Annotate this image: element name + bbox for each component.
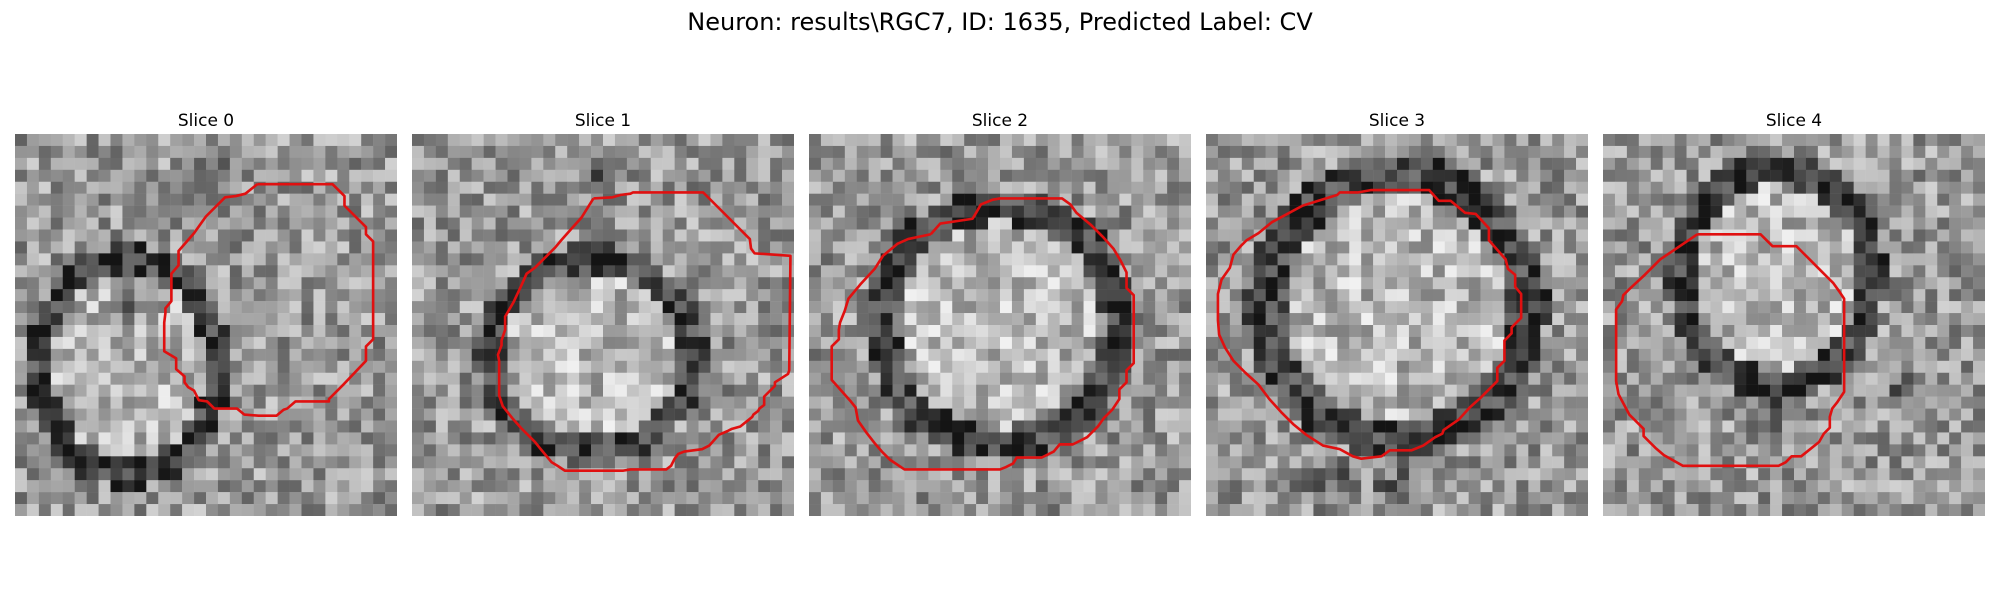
slice-1-title: Slice 1 [574,111,632,131]
slice-2-contour [830,197,1136,471]
slice-0-title: Slice 0 [177,111,235,131]
slice-2-image [809,134,1191,516]
slice-3-contour [1216,188,1523,461]
slice-3-panel: Slice 3 [1206,108,1588,516]
slice-1-image [412,134,794,516]
slice-3-title: Slice 3 [1368,111,1426,131]
slice-1-panel: Slice 1 [412,108,794,516]
slice-3-image [1206,134,1588,516]
slice-4-image [1603,134,1985,516]
slice-1-contour [496,191,792,472]
slice-0-panel: Slice 0 [15,108,397,516]
slice-4-panel: Slice 4 [1603,108,1985,516]
slice-0-contour [162,182,375,418]
slice-2-title: Slice 2 [971,111,1029,131]
slice-0-image [15,134,397,516]
slice-2-panel: Slice 2 [809,108,1191,516]
figure-title: Neuron: results\RGC7, ID: 1635, Predicte… [687,8,1313,36]
slice-4-title: Slice 4 [1765,111,1823,131]
slice-4-contour [1614,232,1846,468]
